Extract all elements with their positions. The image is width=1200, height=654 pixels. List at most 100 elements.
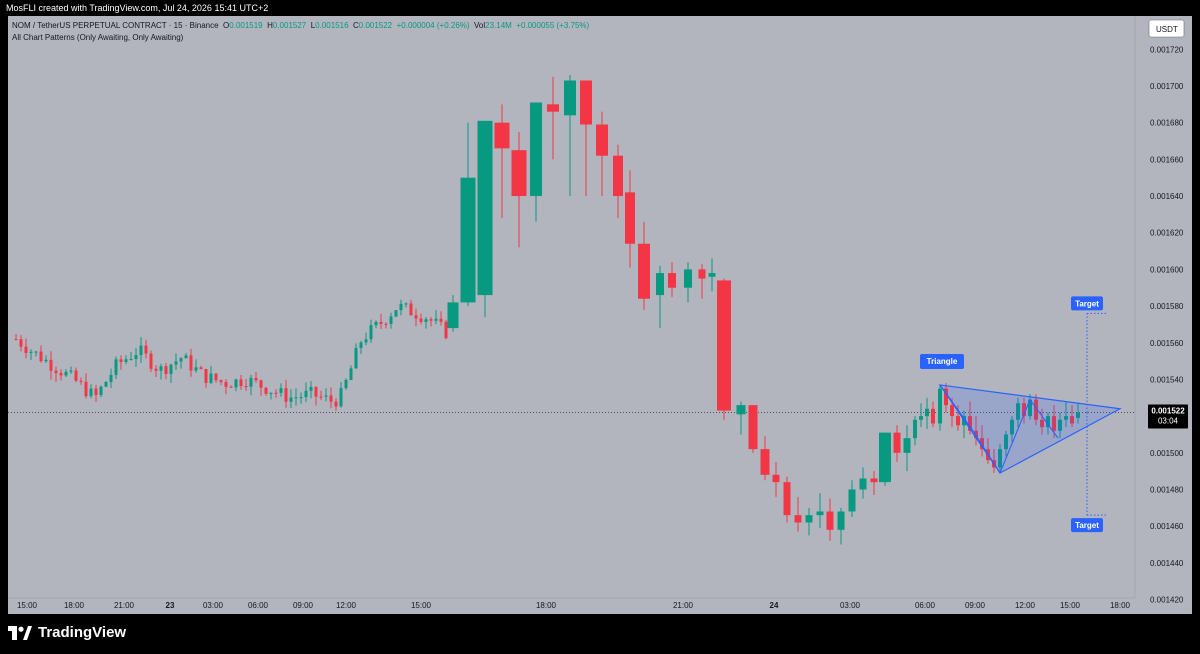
- legend-close-label: C: [352, 21, 359, 30]
- currency-button[interactable]: [1148, 19, 1185, 38]
- candle-body: [304, 390, 308, 398]
- x-tick-label: 06:00: [915, 601, 936, 610]
- candle-body: [54, 370, 58, 374]
- candle-body: [39, 351, 43, 362]
- candle-body: [870, 478, 878, 483]
- candle-body: [279, 388, 283, 393]
- candle-body: [434, 318, 438, 321]
- candle-body: [274, 392, 278, 394]
- candle-body: [164, 366, 168, 374]
- candle-body: [580, 80, 592, 125]
- created-by-text: MosFLI created with TradingView.com, Jul…: [6, 3, 269, 13]
- x-tick-label: 24: [770, 601, 779, 610]
- y-tick-label: 0.001700: [1150, 82, 1184, 91]
- candle-body: [414, 315, 418, 319]
- candle-body: [179, 358, 183, 362]
- candle-body: [59, 373, 63, 376]
- x-tick-label: 09:00: [293, 601, 314, 610]
- candle-body: [956, 416, 960, 426]
- triangle-zigzag: [939, 384, 1059, 475]
- candle-body: [209, 373, 213, 383]
- x-tick-label: 15:00: [17, 601, 38, 610]
- candle-body: [968, 416, 972, 431]
- candle-body: [359, 342, 363, 349]
- candle-body: [625, 192, 635, 244]
- candle-body: [144, 345, 148, 354]
- tradingview-brand: TradingView: [38, 624, 127, 641]
- candle-body: [384, 323, 388, 325]
- candle-body: [224, 381, 228, 387]
- y-tick-label: 0.001600: [1150, 265, 1184, 274]
- candle-body: [439, 318, 443, 322]
- candle-body: [149, 353, 153, 369]
- candle-body: [1004, 434, 1008, 450]
- candle-body: [1010, 419, 1014, 435]
- candle-body: [1016, 403, 1020, 420]
- candle-body: [74, 370, 78, 381]
- legend-vol-change: +0.000055 (+3.75%): [516, 21, 590, 30]
- candle-body: [49, 359, 53, 371]
- triangle-pattern: [938, 384, 1122, 474]
- candle-body: [925, 408, 929, 417]
- candle-body: [783, 482, 791, 516]
- candle-body: [1034, 399, 1038, 420]
- candle-body: [109, 374, 113, 383]
- x-tick-label: 21:00: [114, 601, 135, 610]
- y-tick-label: 0.001500: [1150, 449, 1184, 458]
- candle-body: [129, 358, 133, 360]
- y-tick-label: 0.001580: [1150, 302, 1184, 311]
- candle-body: [199, 367, 203, 370]
- y-tick-label: 0.001660: [1150, 155, 1184, 164]
- candle-body: [805, 515, 813, 523]
- tradingview-logo-icon: [8, 625, 32, 640]
- candle-body: [239, 379, 243, 387]
- candle-body: [530, 102, 542, 197]
- candle-body: [848, 489, 856, 512]
- candle-body: [114, 359, 118, 375]
- candle-body: [596, 124, 608, 156]
- x-tick-label: 23: [166, 601, 175, 610]
- legend-low: 0.001516: [315, 21, 349, 30]
- candle-body: [424, 319, 428, 322]
- candle-body: [980, 438, 984, 450]
- candle-body: [234, 379, 238, 388]
- y-tick-label: 0.001720: [1150, 45, 1184, 54]
- candle-body: [1070, 416, 1074, 424]
- legend-open-label: O: [223, 21, 230, 30]
- candle-body: [460, 177, 476, 303]
- price-axis: [1135, 16, 1192, 614]
- candle-body: [324, 395, 328, 397]
- candle-body: [444, 321, 448, 339]
- candle-body: [717, 280, 731, 411]
- candle-body: [299, 397, 303, 399]
- candle-body: [772, 474, 780, 483]
- current-price-label: 0.001522: [1151, 406, 1185, 415]
- candle-body: [99, 386, 103, 396]
- candle-body: [389, 316, 393, 324]
- tradingview-logo[interactable]: TradingView: [8, 624, 126, 641]
- legend-indicator[interactable]: All Chart Patterns (Only Awaiting, Only …: [12, 33, 184, 42]
- candle-body: [564, 80, 576, 116]
- candle-body: [14, 339, 18, 341]
- target-label-box: [1071, 296, 1103, 311]
- countdown-label: 03:04: [1158, 416, 1179, 425]
- candle-body: [259, 380, 263, 388]
- candle-body: [124, 359, 128, 362]
- candle-body: [219, 380, 223, 382]
- candle-body: [184, 355, 188, 359]
- legend-symbol[interactable]: NOM / TetherUS PERPETUAL CONTRACT · 15 ·…: [12, 21, 219, 30]
- y-tick-label: 0.001420: [1150, 596, 1184, 605]
- candle-body: [668, 273, 676, 288]
- candle-body: [174, 361, 178, 365]
- candle-body: [154, 368, 158, 371]
- legend-low-label: L: [310, 21, 316, 30]
- candle-body: [159, 366, 163, 371]
- candle-body: [826, 511, 834, 530]
- y-tick-label: 0.001540: [1150, 375, 1184, 384]
- triangle-label: Triangle: [927, 357, 958, 366]
- price-chart[interactable]: 0.001720 0.001700 0.001680 0.001660 0.001640…: [8, 16, 1192, 614]
- chart-frame[interactable]: 0.001720 0.001700 0.001680 0.001660 0.001640…: [8, 16, 1192, 614]
- candle-body: [859, 478, 867, 490]
- candle-body: [79, 380, 83, 382]
- candle-body: [893, 432, 901, 453]
